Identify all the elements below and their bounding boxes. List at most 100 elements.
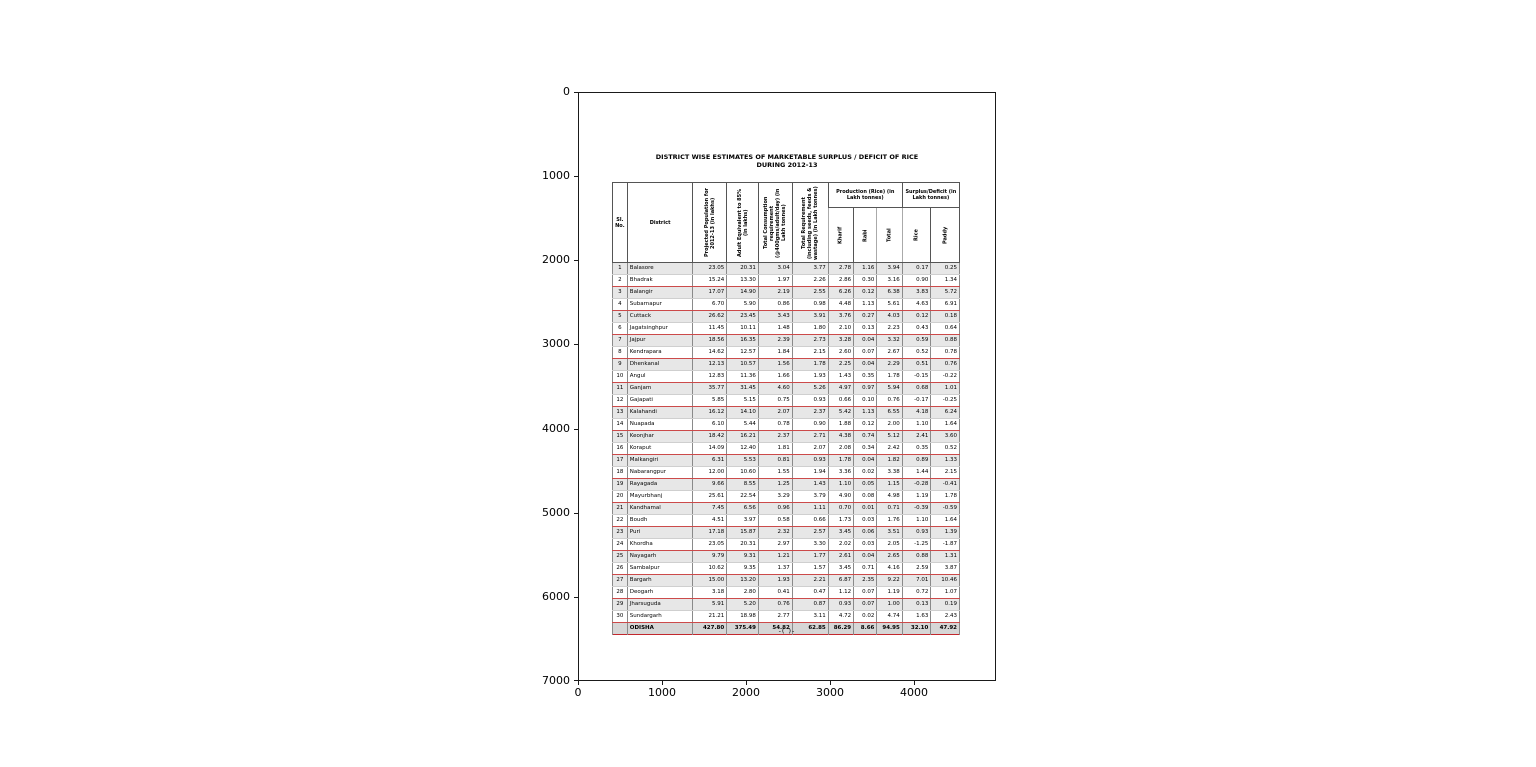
table-cell: 10.11 <box>726 322 759 335</box>
table-cell: 2.29 <box>876 358 903 371</box>
table-cell: 2.26 <box>791 274 829 287</box>
table-row: 22 Boudh 4.51 3.97 0.58 0.66 1.73 0.03 1.76 1.10 1… <box>612 514 960 527</box>
table-cell: 6.10 <box>692 418 728 431</box>
table-row: 17 Malkangiri 6.31 5.53 0.81 0.93 1.78 0.04 1.82… <box>612 454 960 467</box>
table-cell: 0.64 <box>930 322 960 335</box>
x-tick-mark <box>662 681 663 685</box>
table-cell: 0.02 <box>853 610 878 623</box>
table-cell: 1.43 <box>791 478 829 491</box>
table-row: 11 Ganjam 35.77 31.45 4.60 5.26 4.97 0.97 5.94 0.… <box>612 382 960 395</box>
table-cell: 16.21 <box>726 430 759 443</box>
table-cell: 23.45 <box>726 310 759 323</box>
table-cell: 0.76 <box>757 598 793 611</box>
table-cell: 2.23 <box>876 322 903 335</box>
table-cell: Puri <box>626 526 694 539</box>
y-tick-label: 4000 <box>542 422 570 435</box>
header-production-group: Production (Rice) (in Lakh tonnes) <box>827 182 903 208</box>
table-cell: 5.91 <box>692 598 728 611</box>
table-cell: 5.15 <box>726 394 759 407</box>
table-cell: 9.22 <box>876 574 903 587</box>
table-cell: 4.18 <box>901 406 932 419</box>
table-cell: 12.83 <box>692 370 728 383</box>
header-total-requirement: Total Requirement (including seeds, feed… <box>792 182 829 263</box>
table-cell: 62.85 <box>791 622 829 635</box>
table-cell: 22 <box>612 514 628 527</box>
table-cell: Nuapada <box>626 418 694 431</box>
table-cell: 2.67 <box>876 346 903 359</box>
table-cell: 1.25 <box>757 478 793 491</box>
table-cell: 12.00 <box>692 466 728 479</box>
table-cell: 0.04 <box>853 358 878 371</box>
table-cell: 2.78 <box>827 262 855 275</box>
table-cell: 0.52 <box>901 346 932 359</box>
table-cell: 0.13 <box>901 598 932 611</box>
table-cell: 0.97 <box>853 382 878 395</box>
table-row: 2 Bhadrak 15.24 13.30 1.97 2.26 2.86 0.30 3.16 0.… <box>612 274 960 287</box>
y-tick-label: 5000 <box>542 506 570 519</box>
table-cell: 0.90 <box>791 418 829 431</box>
table-cell: Jharsuguda <box>626 598 694 611</box>
table-cell: 13 <box>612 406 628 419</box>
table-cell: Deogarh <box>626 586 694 599</box>
table-row: 13 Kalahandi 16.12 14.10 2.07 2.37 5.42 1.13 6.5… <box>612 406 960 419</box>
table-cell: 8 <box>612 346 628 359</box>
table-cell: 2.02 <box>827 538 855 551</box>
header-adult-equivalent: Adult Equivalent to 85% (in lakhs) <box>726 182 759 263</box>
table-cell: 3.30 <box>791 538 829 551</box>
table-cell: 2.07 <box>791 442 829 455</box>
table-cell: 3.36 <box>827 466 855 479</box>
table-cell: 1.77 <box>791 550 829 563</box>
table-cell: 2.05 <box>876 538 903 551</box>
table-cell: -1.25 <box>901 538 932 551</box>
table-cell: 28 <box>612 586 628 599</box>
table-cell: 30 <box>612 610 628 623</box>
table-cell: 86.29 <box>827 622 855 635</box>
table-cell: 2 <box>612 274 628 287</box>
table-cell: 2.73 <box>791 334 829 347</box>
header-total-consumption: Total Consumption requirement (@400gms/a… <box>758 182 793 263</box>
table-cell: 2.25 <box>827 358 855 371</box>
table-cell: -0.17 <box>901 394 932 407</box>
table-row: 16 Koraput 14.09 12.40 1.81 2.07 2.08 0.34 2.42 0… <box>612 442 960 455</box>
table-cell: Balasore <box>626 262 694 275</box>
table-cell: 1.82 <box>876 454 903 467</box>
table-cell: 1.97 <box>757 274 793 287</box>
table-cell: 1.81 <box>757 442 793 455</box>
table-cell: 1.64 <box>930 514 960 527</box>
table-cell: 0.66 <box>827 394 855 407</box>
table-cell: 0.93 <box>791 454 829 467</box>
table-cell: 0.34 <box>853 442 878 455</box>
table-cell: 11.36 <box>726 370 759 383</box>
table-cell: 9.31 <box>726 550 759 563</box>
table-cell: 4.63 <box>901 298 932 311</box>
rice-surplus-table: Sl. No. District Projected Population fo… <box>612 182 961 635</box>
table-header: Sl. No. District Projected Population fo… <box>612 182 961 263</box>
header-sl-no: Sl. No. <box>612 182 628 263</box>
table-cell: 6.31 <box>692 454 728 467</box>
y-tick-mark <box>574 513 578 514</box>
table-cell: 25 <box>612 550 628 563</box>
y-tick-label: 7000 <box>542 674 570 687</box>
table-cell: 10.46 <box>930 574 960 587</box>
x-tick-label: 1000 <box>648 686 676 699</box>
table-cell: 1.56 <box>757 358 793 371</box>
table-cell: 0.89 <box>901 454 932 467</box>
table-cell: 16 <box>612 442 628 455</box>
table-cell: Bargarh <box>626 574 694 587</box>
table-cell: 1.94 <box>791 466 829 479</box>
table-cell: 4.98 <box>876 490 903 503</box>
table-cell: 1.64 <box>930 418 960 431</box>
table-cell: 3.97 <box>726 514 759 527</box>
table-cell: 0.88 <box>901 550 932 563</box>
scanned-document: DISTRICT WISE ESTIMATES OF MARKETABLE SU… <box>579 93 995 680</box>
table-cell: 0.07 <box>853 346 878 359</box>
table-cell: 3.76 <box>827 310 855 323</box>
table-cell: 31.45 <box>726 382 759 395</box>
table-cell: 14 <box>612 418 628 431</box>
table-cell: 2.71 <box>791 430 829 443</box>
table-cell: 10.57 <box>726 358 759 371</box>
table-cell: Khordha <box>626 538 694 551</box>
table-cell: 0.47 <box>791 586 829 599</box>
table-cell: 0.70 <box>827 502 855 515</box>
